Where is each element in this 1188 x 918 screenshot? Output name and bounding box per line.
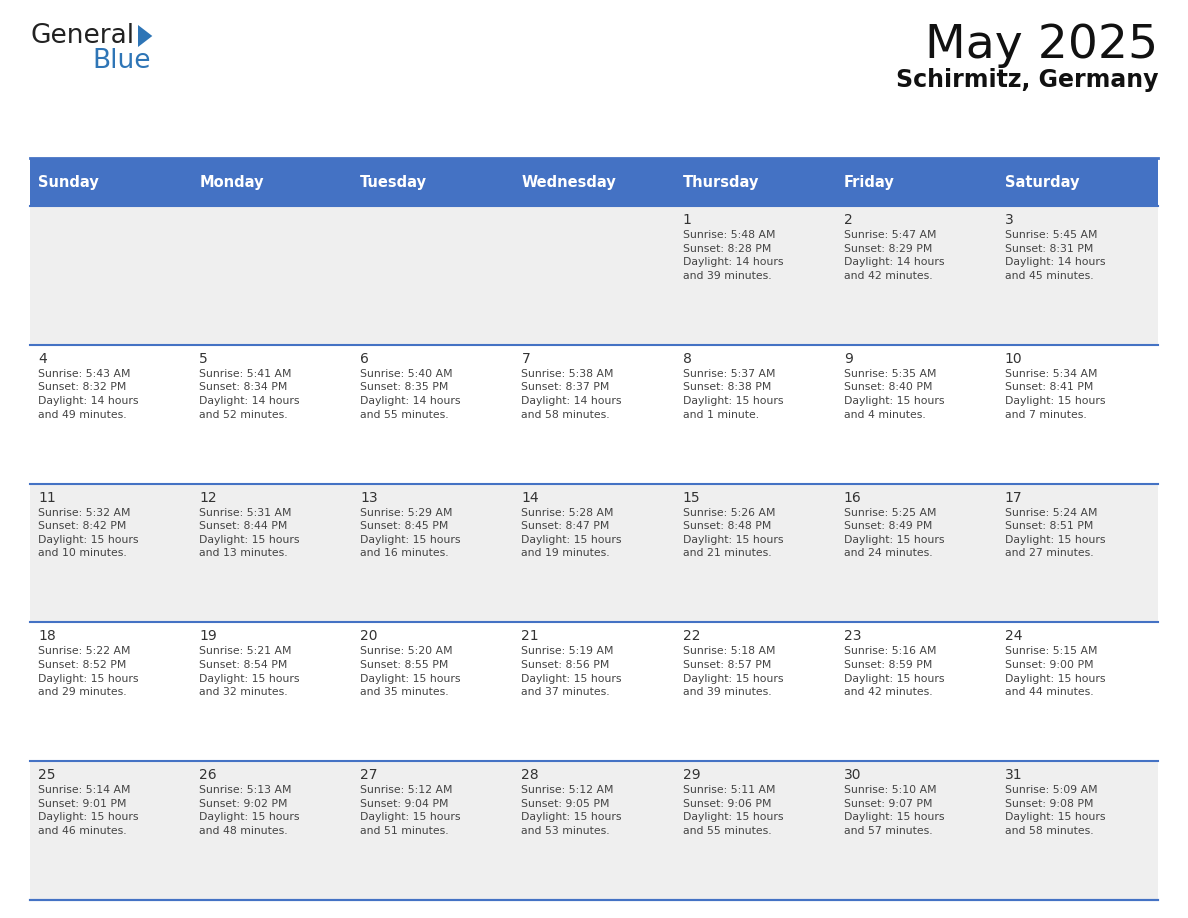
Bar <box>997 158 1158 206</box>
Text: 24: 24 <box>1005 630 1023 644</box>
Text: 21: 21 <box>522 630 539 644</box>
Text: 4: 4 <box>38 352 46 365</box>
Text: Sunrise: 5:48 AM
Sunset: 8:28 PM
Daylight: 14 hours
and 39 minutes.: Sunrise: 5:48 AM Sunset: 8:28 PM Dayligh… <box>683 230 783 281</box>
Text: Sunrise: 5:09 AM
Sunset: 9:08 PM
Daylight: 15 hours
and 58 minutes.: Sunrise: 5:09 AM Sunset: 9:08 PM Dayligh… <box>1005 785 1105 836</box>
Text: 22: 22 <box>683 630 700 644</box>
Text: Sunrise: 5:14 AM
Sunset: 9:01 PM
Daylight: 15 hours
and 46 minutes.: Sunrise: 5:14 AM Sunset: 9:01 PM Dayligh… <box>38 785 139 836</box>
Text: 17: 17 <box>1005 490 1023 505</box>
Text: Sunrise: 5:31 AM
Sunset: 8:44 PM
Daylight: 15 hours
and 13 minutes.: Sunrise: 5:31 AM Sunset: 8:44 PM Dayligh… <box>200 508 299 558</box>
Text: 16: 16 <box>843 490 861 505</box>
Text: Monday: Monday <box>200 174 264 189</box>
Text: Sunrise: 5:26 AM
Sunset: 8:48 PM
Daylight: 15 hours
and 21 minutes.: Sunrise: 5:26 AM Sunset: 8:48 PM Dayligh… <box>683 508 783 558</box>
Text: 13: 13 <box>360 490 378 505</box>
Text: Friday: Friday <box>843 174 895 189</box>
Bar <box>30 484 1158 622</box>
Text: Sunrise: 5:11 AM
Sunset: 9:06 PM
Daylight: 15 hours
and 55 minutes.: Sunrise: 5:11 AM Sunset: 9:06 PM Dayligh… <box>683 785 783 836</box>
Text: 14: 14 <box>522 490 539 505</box>
Text: General: General <box>30 23 134 49</box>
Text: 10: 10 <box>1005 352 1023 365</box>
Bar <box>353 158 513 206</box>
Text: 20: 20 <box>360 630 378 644</box>
Text: Sunrise: 5:13 AM
Sunset: 9:02 PM
Daylight: 15 hours
and 48 minutes.: Sunrise: 5:13 AM Sunset: 9:02 PM Dayligh… <box>200 785 299 836</box>
Text: Sunrise: 5:20 AM
Sunset: 8:55 PM
Daylight: 15 hours
and 35 minutes.: Sunrise: 5:20 AM Sunset: 8:55 PM Dayligh… <box>360 646 461 697</box>
Bar <box>30 345 1158 484</box>
Text: 9: 9 <box>843 352 853 365</box>
Text: Sunrise: 5:16 AM
Sunset: 8:59 PM
Daylight: 15 hours
and 42 minutes.: Sunrise: 5:16 AM Sunset: 8:59 PM Dayligh… <box>843 646 944 697</box>
Text: 19: 19 <box>200 630 217 644</box>
Text: Sunrise: 5:37 AM
Sunset: 8:38 PM
Daylight: 15 hours
and 1 minute.: Sunrise: 5:37 AM Sunset: 8:38 PM Dayligh… <box>683 369 783 420</box>
Text: 26: 26 <box>200 768 216 782</box>
Bar <box>191 158 353 206</box>
Text: 18: 18 <box>38 630 56 644</box>
Bar <box>835 158 997 206</box>
Text: 12: 12 <box>200 490 216 505</box>
Text: Sunrise: 5:25 AM
Sunset: 8:49 PM
Daylight: 15 hours
and 24 minutes.: Sunrise: 5:25 AM Sunset: 8:49 PM Dayligh… <box>843 508 944 558</box>
Text: 2: 2 <box>843 213 853 227</box>
Text: Sunrise: 5:28 AM
Sunset: 8:47 PM
Daylight: 15 hours
and 19 minutes.: Sunrise: 5:28 AM Sunset: 8:47 PM Dayligh… <box>522 508 623 558</box>
Text: 6: 6 <box>360 352 369 365</box>
Text: Sunrise: 5:32 AM
Sunset: 8:42 PM
Daylight: 15 hours
and 10 minutes.: Sunrise: 5:32 AM Sunset: 8:42 PM Dayligh… <box>38 508 139 558</box>
Polygon shape <box>138 25 152 47</box>
Text: 5: 5 <box>200 352 208 365</box>
Bar <box>30 206 1158 345</box>
Text: Sunrise: 5:12 AM
Sunset: 9:05 PM
Daylight: 15 hours
and 53 minutes.: Sunrise: 5:12 AM Sunset: 9:05 PM Dayligh… <box>522 785 623 836</box>
Text: May 2025: May 2025 <box>925 23 1158 68</box>
Text: Blue: Blue <box>91 48 151 74</box>
Text: Sunrise: 5:47 AM
Sunset: 8:29 PM
Daylight: 14 hours
and 42 minutes.: Sunrise: 5:47 AM Sunset: 8:29 PM Dayligh… <box>843 230 944 281</box>
Text: Wednesday: Wednesday <box>522 174 617 189</box>
Text: 30: 30 <box>843 768 861 782</box>
Text: Sunrise: 5:24 AM
Sunset: 8:51 PM
Daylight: 15 hours
and 27 minutes.: Sunrise: 5:24 AM Sunset: 8:51 PM Dayligh… <box>1005 508 1105 558</box>
Text: Sunrise: 5:35 AM
Sunset: 8:40 PM
Daylight: 15 hours
and 4 minutes.: Sunrise: 5:35 AM Sunset: 8:40 PM Dayligh… <box>843 369 944 420</box>
Text: 28: 28 <box>522 768 539 782</box>
Text: 23: 23 <box>843 630 861 644</box>
Text: Sunrise: 5:22 AM
Sunset: 8:52 PM
Daylight: 15 hours
and 29 minutes.: Sunrise: 5:22 AM Sunset: 8:52 PM Dayligh… <box>38 646 139 697</box>
Text: Sunrise: 5:29 AM
Sunset: 8:45 PM
Daylight: 15 hours
and 16 minutes.: Sunrise: 5:29 AM Sunset: 8:45 PM Dayligh… <box>360 508 461 558</box>
Text: Sunrise: 5:38 AM
Sunset: 8:37 PM
Daylight: 14 hours
and 58 minutes.: Sunrise: 5:38 AM Sunset: 8:37 PM Dayligh… <box>522 369 623 420</box>
Text: 29: 29 <box>683 768 700 782</box>
Text: Sunrise: 5:21 AM
Sunset: 8:54 PM
Daylight: 15 hours
and 32 minutes.: Sunrise: 5:21 AM Sunset: 8:54 PM Dayligh… <box>200 646 299 697</box>
Bar <box>30 761 1158 900</box>
Bar <box>513 158 675 206</box>
Text: 7: 7 <box>522 352 530 365</box>
Text: Sunrise: 5:18 AM
Sunset: 8:57 PM
Daylight: 15 hours
and 39 minutes.: Sunrise: 5:18 AM Sunset: 8:57 PM Dayligh… <box>683 646 783 697</box>
Text: Tuesday: Tuesday <box>360 174 428 189</box>
Text: Sunday: Sunday <box>38 174 99 189</box>
Text: 25: 25 <box>38 768 56 782</box>
Text: Sunrise: 5:41 AM
Sunset: 8:34 PM
Daylight: 14 hours
and 52 minutes.: Sunrise: 5:41 AM Sunset: 8:34 PM Dayligh… <box>200 369 299 420</box>
Text: 31: 31 <box>1005 768 1023 782</box>
Text: 1: 1 <box>683 213 691 227</box>
Text: Sunrise: 5:10 AM
Sunset: 9:07 PM
Daylight: 15 hours
and 57 minutes.: Sunrise: 5:10 AM Sunset: 9:07 PM Dayligh… <box>843 785 944 836</box>
Text: Sunrise: 5:12 AM
Sunset: 9:04 PM
Daylight: 15 hours
and 51 minutes.: Sunrise: 5:12 AM Sunset: 9:04 PM Dayligh… <box>360 785 461 836</box>
Text: Sunrise: 5:40 AM
Sunset: 8:35 PM
Daylight: 14 hours
and 55 minutes.: Sunrise: 5:40 AM Sunset: 8:35 PM Dayligh… <box>360 369 461 420</box>
Text: 15: 15 <box>683 490 700 505</box>
Text: 27: 27 <box>360 768 378 782</box>
Text: Schirmitz, Germany: Schirmitz, Germany <box>896 68 1158 92</box>
Text: Sunrise: 5:43 AM
Sunset: 8:32 PM
Daylight: 14 hours
and 49 minutes.: Sunrise: 5:43 AM Sunset: 8:32 PM Dayligh… <box>38 369 139 420</box>
Text: 8: 8 <box>683 352 691 365</box>
Bar <box>30 622 1158 761</box>
Text: Saturday: Saturday <box>1005 174 1080 189</box>
Bar <box>30 158 191 206</box>
Text: 11: 11 <box>38 490 56 505</box>
Text: Thursday: Thursday <box>683 174 759 189</box>
Text: 3: 3 <box>1005 213 1013 227</box>
Bar <box>675 158 835 206</box>
Text: Sunrise: 5:19 AM
Sunset: 8:56 PM
Daylight: 15 hours
and 37 minutes.: Sunrise: 5:19 AM Sunset: 8:56 PM Dayligh… <box>522 646 623 697</box>
Text: Sunrise: 5:34 AM
Sunset: 8:41 PM
Daylight: 15 hours
and 7 minutes.: Sunrise: 5:34 AM Sunset: 8:41 PM Dayligh… <box>1005 369 1105 420</box>
Text: Sunrise: 5:15 AM
Sunset: 9:00 PM
Daylight: 15 hours
and 44 minutes.: Sunrise: 5:15 AM Sunset: 9:00 PM Dayligh… <box>1005 646 1105 697</box>
Text: Sunrise: 5:45 AM
Sunset: 8:31 PM
Daylight: 14 hours
and 45 minutes.: Sunrise: 5:45 AM Sunset: 8:31 PM Dayligh… <box>1005 230 1105 281</box>
